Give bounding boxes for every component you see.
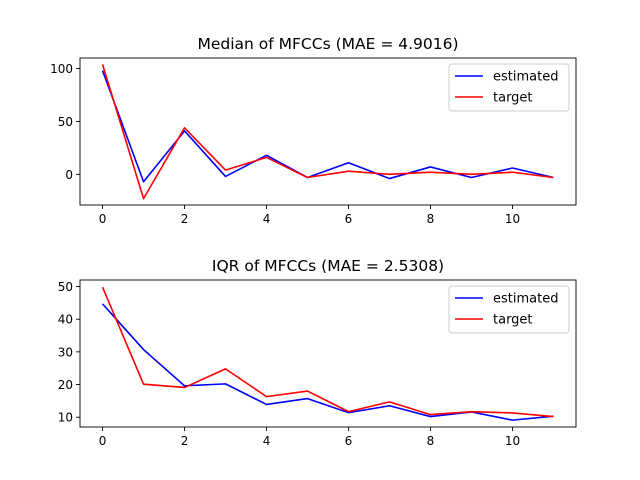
median-mfcc-chart: Median of MFCCs (MAE = 4.9016)0 2 4 6 8 10050…	[50, 35, 577, 226]
x-tick-label: 6	[345, 212, 353, 226]
x-tick-label: 4	[263, 434, 271, 448]
y-tick-label: 100	[50, 62, 73, 76]
x-tick-label: 8	[427, 434, 435, 448]
y-tick-label: 10	[58, 411, 73, 425]
axes-frame	[79, 279, 577, 428]
y-tick-label: 20	[58, 378, 73, 392]
series-line-target	[101, 64, 554, 200]
chart-title: Median of MFCCs (MAE = 4.9016)	[197, 35, 458, 53]
x-tick-label: 0	[99, 212, 107, 226]
series-line-target	[101, 286, 554, 418]
x-tick-label: 2	[181, 434, 189, 448]
legend-label-estimated: estimated	[493, 70, 558, 85]
x-tick-label: 2	[181, 212, 189, 226]
y-tick-label: 30	[58, 345, 73, 359]
y-tick-label: 0	[65, 168, 73, 182]
axes-frame	[79, 57, 577, 206]
iqr-mfcc-chart: IQR of MFCCs (MAE = 2.5308) 0 2 4 6 8 10 10 20 30…	[58, 257, 577, 448]
legend-label-target: target	[493, 313, 533, 328]
x-tick-label: 0	[99, 434, 107, 448]
x-tick-label: 4	[263, 212, 271, 226]
x-tick-label: 6	[345, 434, 353, 448]
legend: estimated target	[448, 285, 570, 334]
legend: estimated target	[448, 63, 570, 112]
chart-title: IQR of MFCCs (MAE = 2.5308)	[212, 257, 444, 275]
y-tick-label: 40	[58, 313, 73, 327]
legend-label-target: target	[493, 91, 533, 106]
x-tick-label: 10	[505, 434, 520, 448]
series-line-estimated	[101, 303, 554, 421]
x-tick-label: 8	[427, 212, 435, 226]
y-tick-label: 50	[58, 115, 73, 129]
x-tick-label: 10	[505, 212, 520, 226]
legend-label-estimated: estimated	[493, 292, 558, 307]
y-tick-label: 50	[58, 280, 73, 294]
